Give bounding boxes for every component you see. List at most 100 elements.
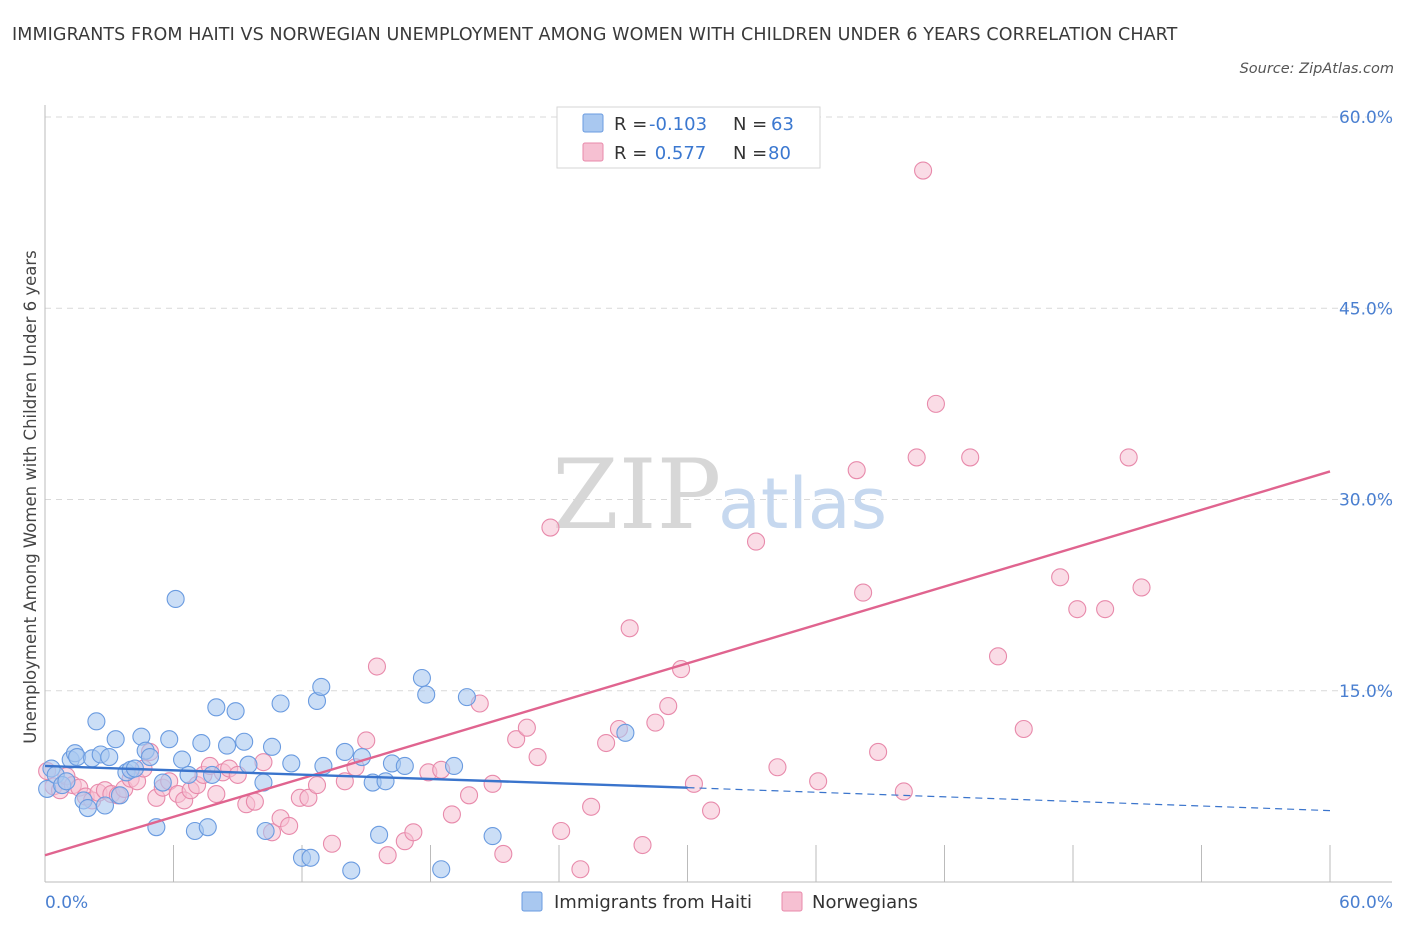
haiti-point-46 bbox=[312, 677, 331, 696]
y-tick-label-2: 45.0% bbox=[1339, 299, 1393, 319]
legend-bottom-swatch-haiti bbox=[521, 891, 543, 912]
haiti-point-57 bbox=[417, 685, 436, 704]
chart-title: IMMIGRANTS FROM HAITI VS NORWEGIAN UNEMP… bbox=[12, 25, 1178, 45]
watermark: ZIP atlas bbox=[552, 439, 887, 551]
norwegians-point-73 bbox=[809, 772, 828, 791]
norwegians-point-55 bbox=[517, 718, 536, 737]
tick-labels: 15.0% 30.0% 45.0% 60.0% 0.0% 60.0% bbox=[45, 108, 1393, 913]
norwegians-point-65 bbox=[646, 713, 665, 732]
legend-n-value-norwegians: 80 bbox=[768, 143, 791, 164]
norwegians-point-66 bbox=[659, 696, 678, 716]
norwegians-point-26 bbox=[207, 784, 226, 804]
norwegians-point-59 bbox=[571, 860, 590, 879]
norwegians-point-32 bbox=[254, 753, 273, 772]
haiti-point-13 bbox=[95, 796, 115, 815]
norwegians-point-37 bbox=[299, 788, 318, 807]
haiti-trend-line bbox=[44, 764, 688, 789]
norwegians-point-72 bbox=[768, 758, 787, 777]
haiti-point-26 bbox=[166, 589, 185, 609]
norwegians-point-75 bbox=[854, 583, 873, 602]
norwegians-trend-line bbox=[44, 470, 1331, 857]
legend-n-label-haiti: N = bbox=[733, 114, 767, 135]
y-tick-label-3: 60.0% bbox=[1339, 108, 1393, 128]
source-label: Source: ZipAtlas.com bbox=[1239, 61, 1394, 77]
legend-n-label-norwegians: N = bbox=[733, 143, 767, 164]
haiti-point-49 bbox=[342, 861, 361, 880]
norwegians-point-61 bbox=[597, 733, 616, 753]
haiti-point-24 bbox=[153, 773, 172, 792]
norwegians-point-68 bbox=[684, 774, 703, 793]
haiti-point-27 bbox=[173, 750, 192, 769]
haiti-point-53 bbox=[376, 772, 395, 791]
norwegians-point-86 bbox=[1096, 600, 1115, 619]
norwegians-point-71 bbox=[746, 532, 766, 551]
haiti-point-25 bbox=[160, 730, 179, 749]
haiti-point-15 bbox=[106, 730, 125, 749]
haiti-point-22 bbox=[140, 747, 159, 767]
norwegians-point-87 bbox=[1119, 448, 1138, 467]
norwegians-point-78 bbox=[907, 448, 926, 467]
norwegians-point-50 bbox=[459, 786, 479, 805]
norwegians-point-43 bbox=[367, 657, 387, 676]
haiti-point-41 bbox=[271, 694, 290, 713]
norwegians-point-80 bbox=[926, 394, 945, 413]
haiti-point-34 bbox=[217, 736, 237, 755]
haiti-point-59 bbox=[445, 756, 464, 776]
norwegians-point-58 bbox=[552, 821, 571, 841]
haiti-point-7 bbox=[68, 747, 87, 767]
norwegians-point-64 bbox=[633, 835, 652, 855]
watermark-zip: ZIP bbox=[552, 439, 721, 551]
haiti-point-39 bbox=[256, 821, 275, 841]
legend-top: R = -0.103 N = 63 R = 0.577 N = 80 bbox=[556, 106, 821, 169]
y-tick-label-1: 30.0% bbox=[1339, 491, 1393, 511]
norwegians-point-77 bbox=[894, 782, 913, 801]
haiti-point-40 bbox=[262, 737, 282, 756]
haiti-point-62 bbox=[616, 723, 635, 742]
norwegians-point-88 bbox=[1132, 578, 1151, 597]
legend-r-value-norwegians: 0.577 bbox=[649, 143, 706, 164]
norwegians-point-74 bbox=[847, 461, 866, 480]
norwegians-point-54 bbox=[507, 730, 526, 749]
norwegians-point-84 bbox=[1051, 568, 1070, 587]
haiti-point-31 bbox=[198, 818, 217, 837]
y-tick-label-0: 15.0% bbox=[1339, 682, 1393, 702]
haiti-point-30 bbox=[192, 733, 211, 753]
legend-bottom-swatch-norwegians bbox=[781, 891, 803, 912]
norwegians-point-60 bbox=[582, 797, 601, 816]
haiti-point-33 bbox=[207, 698, 226, 717]
haiti-point-16 bbox=[110, 786, 130, 805]
norwegians-point-79 bbox=[914, 161, 933, 180]
norwegians-point-46 bbox=[404, 823, 423, 842]
norwegians-point-82 bbox=[988, 647, 1008, 666]
haiti-point-14 bbox=[100, 747, 119, 767]
trend-lines bbox=[44, 470, 1331, 857]
x-tick-label-0: 0.0% bbox=[45, 893, 88, 913]
haiti-point-60 bbox=[457, 688, 476, 707]
y-axis-label: Unemployment Among Women with Children U… bbox=[21, 250, 40, 744]
norwegians-point-53 bbox=[494, 844, 513, 864]
haiti-point-4 bbox=[57, 772, 76, 791]
haiti-point-58 bbox=[432, 860, 451, 879]
norwegians-point-49 bbox=[442, 805, 461, 824]
legend-n-value-haiti: 63 bbox=[771, 114, 794, 135]
norwegians-point-83 bbox=[1014, 719, 1033, 739]
legend-swatch-haiti bbox=[582, 113, 604, 133]
haiti-trend-line-extension bbox=[687, 787, 1331, 812]
x-tick-label-1: 60.0% bbox=[1339, 893, 1393, 913]
haiti-point-32 bbox=[203, 765, 222, 784]
legend-bottom: Immigrants from Haiti Norwegians bbox=[521, 891, 918, 913]
norwegians-point-56 bbox=[528, 747, 547, 767]
legend-r-label-norwegians: R = bbox=[614, 143, 647, 164]
haiti-point-61 bbox=[483, 827, 502, 846]
haiti-point-48 bbox=[335, 742, 354, 762]
gridlines bbox=[45, 116, 1392, 692]
haiti-point-36 bbox=[235, 732, 254, 751]
norwegians-point-81 bbox=[961, 448, 980, 467]
norwegians-point-63 bbox=[620, 619, 639, 638]
haiti-point-42 bbox=[282, 754, 301, 773]
norwegians-point-31 bbox=[245, 792, 264, 811]
haiti-point-56 bbox=[412, 668, 431, 688]
haiti-point-44 bbox=[301, 848, 320, 867]
norwegians-point-39 bbox=[322, 834, 342, 853]
